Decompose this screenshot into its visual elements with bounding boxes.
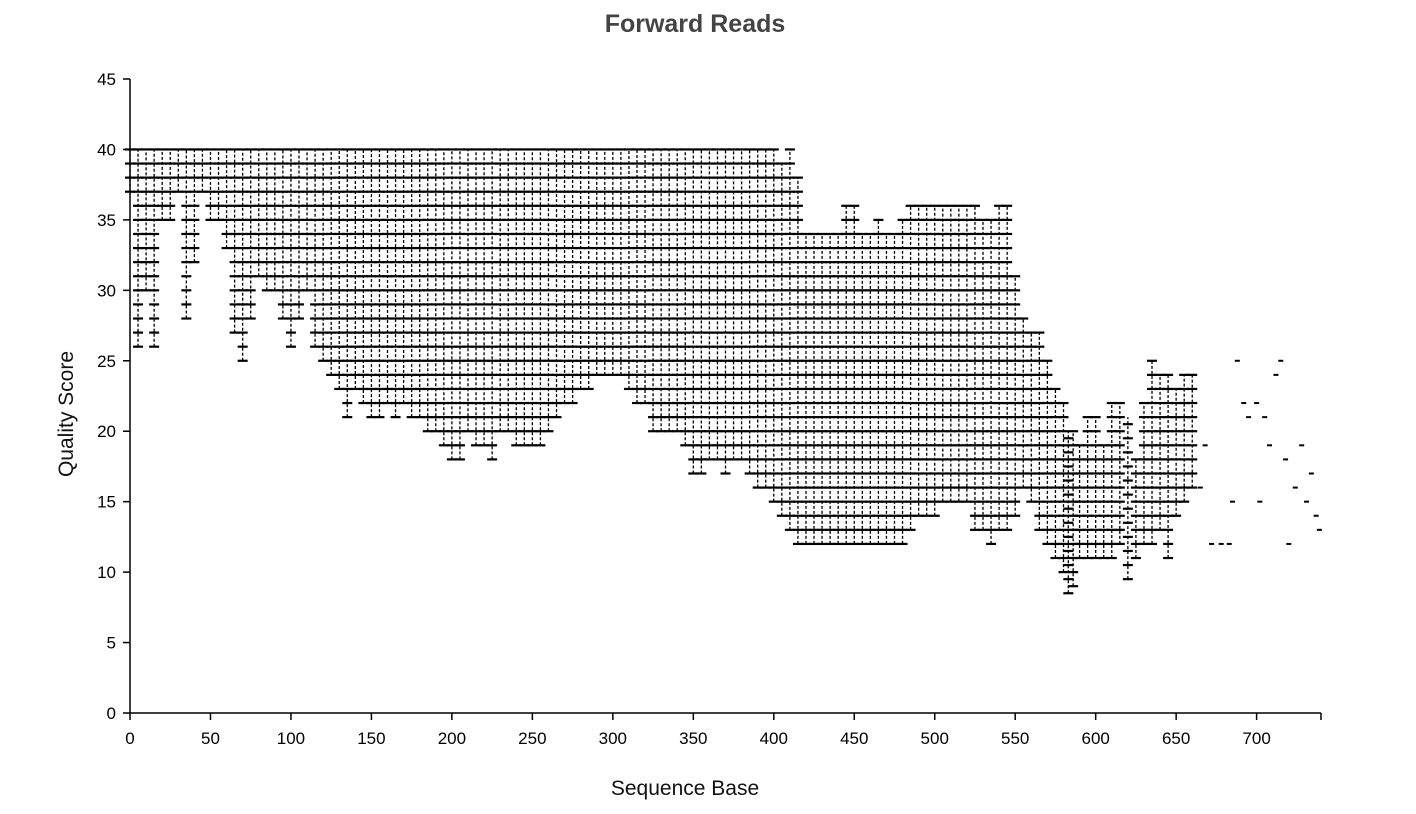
y-axis: 0 5 10 15 20 25 30 35 40 45 — [97, 70, 131, 723]
y-tick-label: 5 — [107, 634, 116, 653]
x-tick-label: 300 — [599, 729, 627, 748]
x-tick-label: 500 — [921, 729, 949, 748]
y-tick-label: 45 — [97, 70, 116, 89]
y-axis-title: Quality Score — [55, 351, 78, 477]
x-tick-label: 650 — [1162, 729, 1190, 748]
x-tick-label: 700 — [1242, 729, 1270, 748]
y-tick-label: 40 — [97, 140, 116, 159]
y-tick-label: 0 — [107, 704, 116, 723]
x-tick-label: 400 — [760, 729, 788, 748]
plot-area — [125, 148, 1322, 595]
x-tick-label: 100 — [277, 729, 305, 748]
x-tick-label: 50 — [201, 729, 220, 748]
x-axis-title: Sequence Base — [611, 777, 759, 800]
x-tick-label: 450 — [840, 729, 868, 748]
y-tick-label: 30 — [97, 281, 116, 300]
y-tick-label: 35 — [97, 211, 116, 230]
y-tick-label: 25 — [97, 352, 116, 371]
x-tick-label: 0 — [125, 729, 134, 748]
x-tick-label: 600 — [1081, 729, 1109, 748]
chart-title: Forward Reads — [605, 10, 786, 38]
y-tick-label: 10 — [97, 563, 116, 582]
x-tick-label: 150 — [357, 729, 385, 748]
x-tick-label: 350 — [679, 729, 707, 748]
x-tick-label: 250 — [518, 729, 546, 748]
x-tick-label: 200 — [438, 729, 466, 748]
y-tick-label: 15 — [97, 493, 116, 512]
x-axis: 0 50 100 150 200 250 300 350 400 450 500 550 600 650 7… — [125, 712, 1322, 748]
x-tick-label: 550 — [1001, 729, 1029, 748]
y-tick-label: 20 — [97, 422, 116, 441]
